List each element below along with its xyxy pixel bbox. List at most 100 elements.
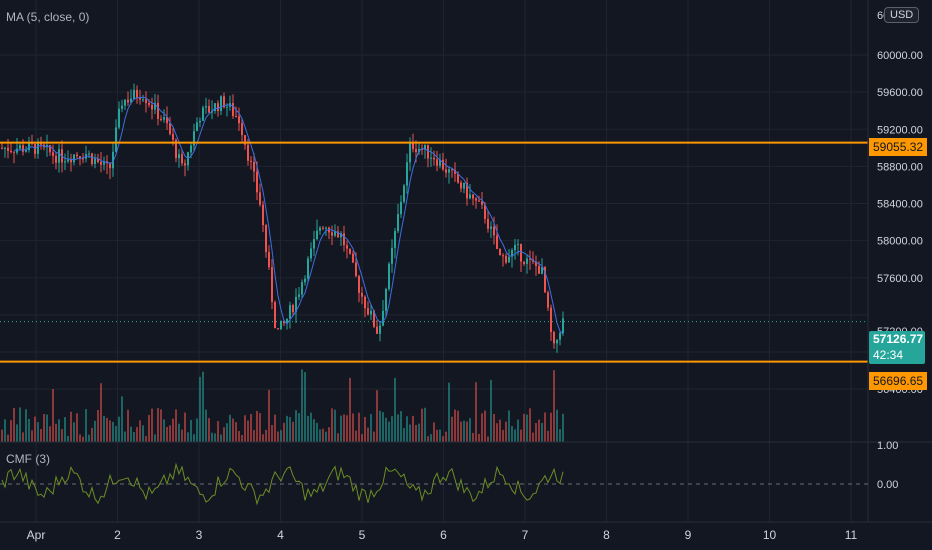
volume-bar (436, 429, 438, 442)
volume-bar (223, 427, 225, 442)
candle-body (319, 227, 321, 231)
candle-body (451, 169, 453, 171)
volume-bar (460, 421, 462, 442)
ma-indicator-label[interactable]: MA (5, close, 0) (6, 10, 90, 24)
candle-body (208, 106, 210, 113)
candle-body (400, 201, 402, 215)
candle-body (556, 339, 558, 344)
volume-bar (355, 430, 357, 442)
candle-body (73, 154, 75, 163)
candle-body (487, 218, 489, 229)
candle-body (52, 152, 54, 156)
volume-bar (517, 419, 519, 442)
volume-bar (553, 370, 555, 442)
candle-body (559, 333, 561, 340)
candle-body (310, 248, 312, 259)
volume-bar (562, 413, 564, 442)
candle-body (520, 243, 522, 262)
candle-body (259, 192, 261, 205)
volume-bar (358, 412, 360, 442)
volume-bar (43, 414, 45, 442)
current-price-tag: 57126.77 42:34 (869, 331, 925, 364)
candle-body (250, 160, 252, 162)
volume-bar (346, 415, 348, 442)
volume-bar (316, 422, 318, 442)
volume-bar (403, 428, 405, 442)
volume-bar (289, 417, 291, 442)
volume-bar (61, 429, 63, 442)
volume-bar (520, 429, 522, 442)
currency-badge[interactable]: USD (884, 7, 920, 23)
volume-bar (112, 421, 114, 442)
volume-bar (97, 410, 99, 442)
candle-body (325, 227, 327, 229)
time-axis: Apr 2 3 4 5 6 7 8 9 10 11 (27, 528, 858, 542)
volume-bar (34, 416, 36, 442)
candle-body (91, 153, 93, 165)
volume-bar (25, 409, 27, 442)
volume-bar (238, 430, 240, 442)
volume-bar (370, 414, 372, 442)
volume-bar (424, 407, 426, 442)
volume-bar (457, 410, 459, 442)
candle-body (298, 294, 300, 297)
volume-bar (406, 416, 408, 442)
candle-body (1, 147, 3, 149)
candle-body (190, 145, 192, 153)
volume-bar (499, 419, 501, 442)
candle-body (514, 244, 516, 251)
candle-body (379, 325, 381, 334)
volume-bar (508, 410, 510, 442)
candle-body (547, 292, 549, 308)
candle-body (553, 332, 555, 344)
volume-bar (490, 379, 492, 442)
candle-body (331, 232, 333, 236)
price-tick-label: 58400.00 (877, 199, 923, 211)
volume-bar (208, 418, 210, 442)
volume-bar (91, 427, 93, 442)
candle-body (118, 108, 120, 128)
volume-bar (67, 435, 69, 442)
price-tick-label: 58000.00 (877, 236, 923, 248)
candle-body (370, 310, 372, 315)
candle-body (475, 198, 477, 201)
volume-bar (121, 396, 123, 442)
volume-bar (331, 408, 333, 442)
price-tick-label: 59600.00 (877, 87, 923, 99)
volume-bar (130, 426, 132, 442)
volume-bar (448, 382, 450, 442)
volume-bar (10, 420, 12, 442)
cmf-indicator-label[interactable]: CMF (3) (6, 452, 50, 466)
candle-body (49, 145, 51, 153)
candle-body (115, 127, 117, 152)
volume-bar (433, 422, 435, 442)
volume-bar (46, 414, 48, 442)
candle-body (409, 143, 411, 163)
candle-body (472, 194, 474, 199)
candle-body (136, 89, 138, 99)
candle-body (337, 231, 339, 238)
candle-body (541, 267, 543, 274)
candle-body (322, 227, 324, 229)
candle-body (343, 233, 345, 246)
volume-bar (325, 431, 327, 442)
candle-body (391, 247, 393, 264)
candles (1, 83, 564, 353)
volume-bar (151, 408, 153, 442)
candle-body (79, 156, 81, 159)
candle-body (157, 102, 159, 119)
volume-bar (463, 420, 465, 442)
candle-body (262, 204, 264, 226)
candle-body (13, 151, 15, 153)
volume-bar (364, 416, 366, 442)
candle-body (454, 169, 456, 174)
volume-bar (409, 424, 411, 442)
candle-body (358, 276, 360, 293)
volume-bar (451, 416, 453, 442)
volume-bar (529, 408, 531, 442)
candle-body (445, 169, 447, 173)
candle-body (466, 182, 468, 199)
candle-body (112, 151, 114, 169)
time-tick-label: Apr (27, 528, 46, 542)
